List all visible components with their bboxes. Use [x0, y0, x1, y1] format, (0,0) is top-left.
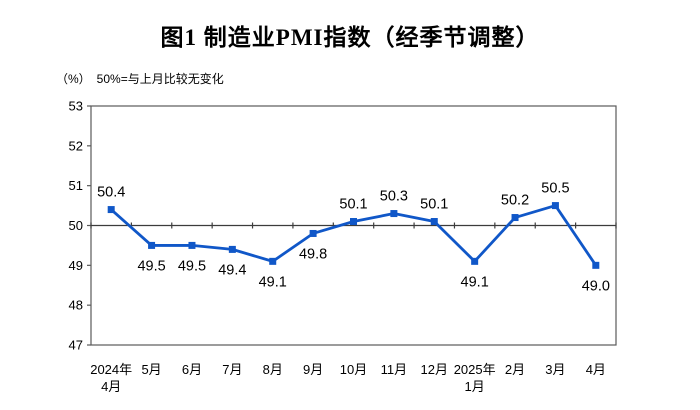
- data-point-label: 50.4: [97, 185, 125, 201]
- data-point-marker: [107, 206, 115, 214]
- x-axis-category-label: 11月: [381, 362, 408, 377]
- chart-title: 图1 制造业PMI指数（经季节调整）: [160, 25, 540, 50]
- data-point-marker: [148, 241, 156, 249]
- data-point-label: 49.5: [178, 258, 206, 274]
- data-point-marker: [430, 218, 438, 226]
- data-point-label: 49.5: [137, 258, 165, 274]
- x-axis-category-label: 3月: [545, 362, 565, 377]
- data-point-marker: [551, 202, 559, 210]
- data-point-label: 49.4: [218, 262, 246, 278]
- data-point-label: 50.2: [501, 193, 529, 209]
- data-point-label: 50.3: [380, 189, 408, 205]
- data-point-label: 49.8: [299, 246, 327, 262]
- data-point-marker: [390, 210, 398, 218]
- data-point-marker: [471, 257, 479, 265]
- y-axis-unit-label: （%）: [56, 72, 91, 86]
- x-axis-category-label: 4月: [586, 362, 606, 377]
- x-axis-category-label: 1月: [465, 379, 485, 394]
- x-axis-category-label: 2024年: [90, 362, 132, 377]
- x-axis-category-label: 12月: [421, 362, 448, 377]
- data-point-label: 49.1: [461, 274, 489, 290]
- data-point-label: 49.1: [259, 274, 287, 290]
- data-point-marker: [188, 241, 196, 249]
- x-axis-category-label: 10月: [340, 362, 367, 377]
- x-axis-category-label: 7月: [222, 362, 242, 377]
- data-point-marker: [269, 257, 277, 265]
- data-point-label: 50.1: [339, 197, 367, 213]
- y-axis-tick-label: 48: [69, 298, 83, 313]
- data-point-marker: [309, 229, 317, 237]
- y-axis-tick-label: 53: [69, 99, 83, 114]
- y-axis-tick-label: 52: [69, 138, 83, 153]
- x-axis-category-label: 4月: [101, 379, 121, 394]
- data-point-marker: [228, 245, 236, 253]
- x-axis-category-label: 6月: [182, 362, 202, 377]
- x-axis-category-label: 2月: [505, 362, 525, 377]
- reference-note: 50%=与上月比较无变化: [96, 72, 224, 86]
- pmi-series-line: [109, 204, 598, 267]
- x-axis-category-label: 2025年: [454, 362, 496, 377]
- data-point-marker: [511, 214, 519, 222]
- chart-subtitle: （%） 50%=与上月比较无变化: [56, 70, 224, 87]
- x-axis-category-label: 9月: [303, 362, 323, 377]
- y-axis-tick-label: 51: [69, 178, 83, 193]
- data-point-marker: [592, 261, 600, 269]
- x-axis-category-label: 5月: [141, 362, 161, 377]
- data-point-label: 50.5: [541, 181, 569, 197]
- data-point-marker: [350, 218, 357, 226]
- y-axis-tick-label: 50: [69, 218, 83, 233]
- data-point-label: 49.0: [582, 278, 610, 294]
- data-point-label: 50.1: [420, 197, 448, 213]
- x-axis-category-label: 8月: [263, 362, 283, 377]
- y-axis-tick-label: 49: [69, 258, 83, 273]
- y-axis-tick-label: 47: [69, 338, 83, 353]
